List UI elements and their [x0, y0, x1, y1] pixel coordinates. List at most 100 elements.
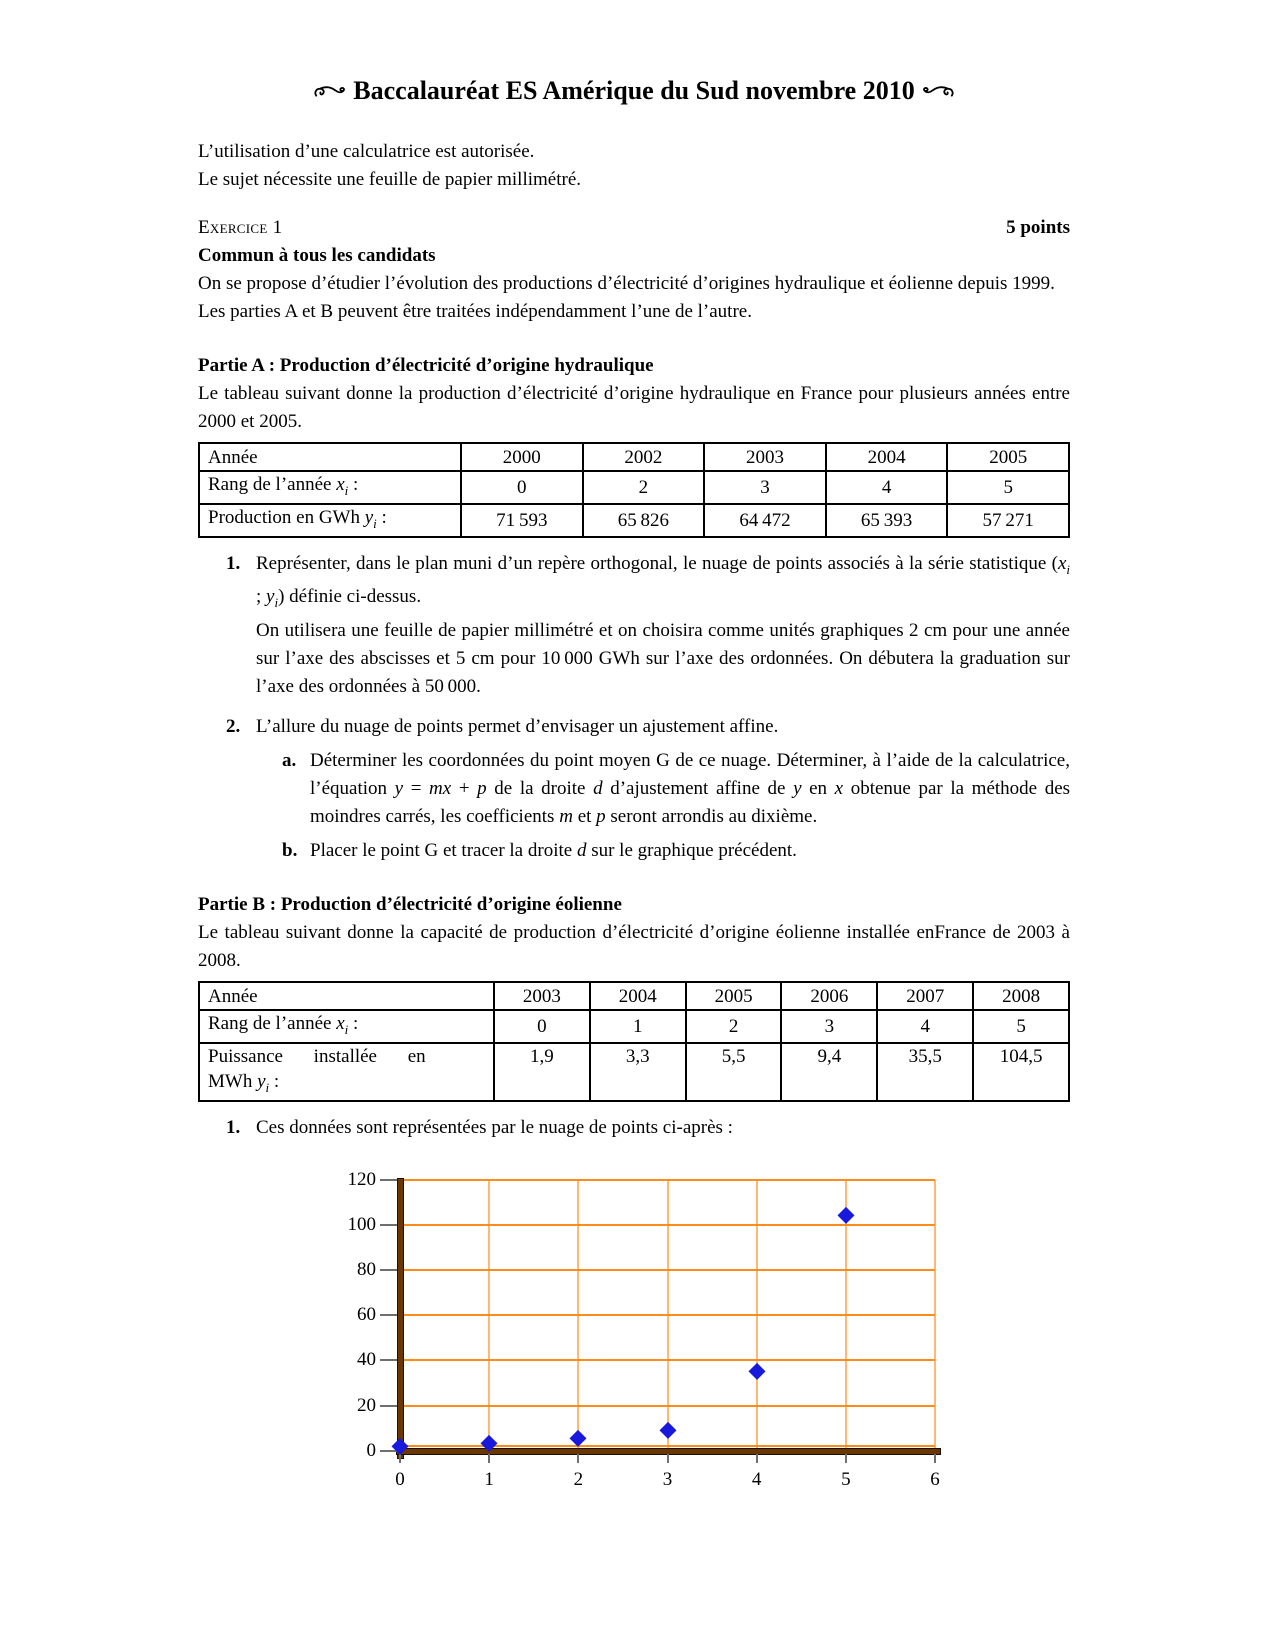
- question-number: 2.: [226, 716, 241, 738]
- row-label: Rang de l’année xi :: [198, 470, 462, 505]
- y-tick-label: 120: [347, 1168, 377, 1190]
- y-tick-label: 100: [347, 1213, 377, 1235]
- grid-line-h: [400, 1178, 935, 1181]
- document-title: Baccalauréat ES Amérique du Sud novembre…: [198, 74, 1070, 110]
- table-cell: 71 593: [460, 502, 584, 538]
- data-point: [748, 1362, 765, 1379]
- question-number: 1.: [226, 552, 241, 574]
- part-a-question-1: 1. Représenter, dans le plan muni d’un r…: [198, 550, 1070, 702]
- row-label: Production en GWh yi :: [198, 502, 462, 538]
- table-cell: 65 393: [824, 502, 949, 538]
- x-tick: [488, 1453, 491, 1463]
- x-tick: [399, 1453, 401, 1463]
- grid-line-h: [400, 1404, 935, 1407]
- question-text: Placer le point G et tracer la droite d …: [310, 840, 797, 862]
- exercise-header: Exercice 1 5 points: [198, 214, 1070, 242]
- page-content: Baccalauréat ES Amérique du Sud novembre…: [198, 74, 1070, 1499]
- table-cell: 0: [493, 1009, 591, 1044]
- question-text: On utilisera une feuille de papier milli…: [256, 620, 1070, 698]
- y-tick: [380, 1178, 397, 1181]
- x-tick-label: 6: [930, 1468, 940, 1490]
- scatter-plot-area: 0 20 40 60 80 100 120 0 1 2 3 4 5 6: [348, 1169, 941, 1490]
- table-cell: 2007: [876, 981, 975, 1012]
- table-cell: 2003: [493, 981, 591, 1012]
- table-cell: 5,5: [684, 1041, 783, 1102]
- table-cell: 57 271: [946, 502, 1070, 538]
- y-tick: [380, 1223, 397, 1226]
- part-b-intro: Le tableau suivant donne la capacité de …: [198, 922, 1070, 972]
- part-b-heading: Partie B : Production d’électricité d’or…: [198, 894, 622, 916]
- table-cell: 2002: [581, 442, 706, 472]
- notice-line-1: L’utilisation d’une calculatrice est aut…: [198, 141, 535, 162]
- data-point: [837, 1206, 854, 1223]
- table-cell: 104,5: [972, 1041, 1070, 1102]
- y-tick: [380, 1269, 397, 1272]
- question-number: 1.: [226, 1116, 241, 1138]
- x-tick-label: 3: [662, 1468, 673, 1490]
- x-tick-label: 5: [841, 1468, 851, 1490]
- table-cell: 2: [581, 470, 706, 505]
- exercise-audience: Commun à tous les candidats: [198, 245, 436, 266]
- grid-line-h: [400, 1444, 935, 1447]
- table-cell: 64 472: [703, 502, 827, 538]
- y-tick: [380, 1314, 397, 1317]
- table-cell: 4: [876, 1009, 975, 1044]
- notice-line-2: Le sujet nécessite une feuille de papier…: [198, 169, 582, 190]
- x-tick: [666, 1453, 669, 1463]
- title-text: Baccalauréat ES Amérique du Sud novembre…: [353, 76, 915, 105]
- table-row: Production en GWh yi :71 593 65 826 64 472…: [198, 502, 1070, 538]
- table-cell: 2: [684, 1009, 783, 1044]
- x-tick: [844, 1453, 847, 1463]
- row-label: Année: [198, 442, 462, 472]
- y-tick-label: 20: [357, 1394, 376, 1416]
- table-cell: 9,4: [780, 1041, 879, 1102]
- table-cell: 2005: [684, 981, 783, 1012]
- question-text: Ces données sont représentées par le nua…: [256, 1116, 733, 1138]
- grid-line-v: [934, 1179, 936, 1451]
- table-row: Année 2000 2002 2003 2004 2005: [198, 442, 1070, 472]
- part-a-question-2b: b. Placer le point G et tracer la droite…: [198, 837, 1070, 865]
- exercise-points: 5 points: [1006, 217, 1070, 238]
- x-tick-label: 1: [484, 1468, 494, 1490]
- row-label: Année: [198, 981, 495, 1012]
- grid-line-h: [400, 1269, 935, 1272]
- exercise-label: Exercice 1: [198, 217, 283, 238]
- table-cell: 3: [780, 1009, 879, 1044]
- x-tick: [934, 1453, 936, 1463]
- table-cell: 2004: [824, 442, 949, 472]
- table-cell: 2006: [780, 981, 879, 1012]
- table-cell: 5: [946, 470, 1070, 505]
- x-tick: [577, 1453, 580, 1463]
- part-b-question-1: 1. Ces données sont représentées par le …: [198, 1114, 1070, 1142]
- table-cell: 4: [824, 470, 949, 505]
- exercise-intro-1: On se propose d’étudier l’évolution des …: [198, 273, 1055, 294]
- y-axis: [396, 1177, 404, 1459]
- part-a-heading: Partie A : Production d’électricité d’or…: [198, 355, 654, 376]
- table-cell: 1: [588, 1009, 687, 1044]
- table-row: Puissance installée en MWh yi :1,9 3,3 5,5 9…: [198, 1041, 1070, 1102]
- table-cell: 2003: [703, 442, 827, 472]
- part-a-question-2a: a. Déterminer les coordonnées du point m…: [198, 747, 1070, 831]
- table-cell: 0: [460, 470, 584, 505]
- y-tick-label: 40: [357, 1349, 376, 1371]
- question-number: b.: [282, 840, 298, 862]
- x-tick: [755, 1453, 758, 1463]
- x-axis: [396, 1447, 941, 1455]
- y-tick-label: 0: [366, 1439, 377, 1461]
- question-text: L’allure du nuage de points permet d’env…: [256, 716, 779, 738]
- table-cell: 65 826: [581, 502, 706, 538]
- table-cell: 35,5: [876, 1041, 975, 1102]
- y-tick: [380, 1404, 397, 1407]
- grid-line-h: [400, 1223, 935, 1226]
- grid-line-h: [400, 1359, 935, 1362]
- table-cell: 2004: [588, 981, 687, 1012]
- table-cell: 1,9: [493, 1041, 591, 1102]
- question-text: Représenter, dans le plan muni d’un repè…: [256, 552, 1070, 611]
- question-text: Déterminer les coordonnées du point moye…: [310, 750, 1071, 828]
- y-tick-label: 80: [357, 1259, 376, 1281]
- y-tick-label: 60: [357, 1304, 376, 1326]
- table-cell: 5: [972, 1009, 1070, 1044]
- hydraulic-production-table: Année 2000 2002 2003 2004 2005 Rang de l’année…: [198, 442, 1070, 538]
